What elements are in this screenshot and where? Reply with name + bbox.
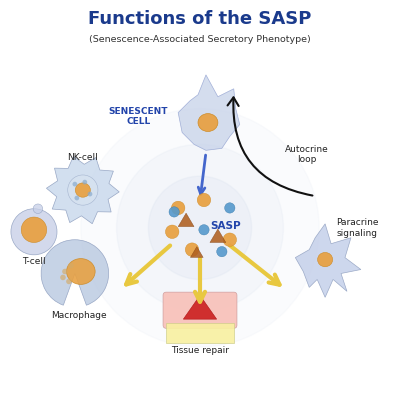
Circle shape (217, 246, 227, 257)
Polygon shape (183, 295, 217, 319)
Ellipse shape (75, 183, 90, 197)
Text: T-cell: T-cell (22, 257, 46, 266)
Text: Tissue repair: Tissue repair (171, 346, 229, 356)
Polygon shape (190, 247, 203, 258)
Circle shape (21, 217, 47, 242)
FancyBboxPatch shape (163, 292, 237, 328)
Circle shape (68, 263, 74, 268)
Circle shape (11, 209, 57, 255)
Circle shape (62, 269, 68, 274)
Text: SENESCENT
CELL: SENESCENT CELL (109, 107, 168, 126)
Circle shape (169, 207, 179, 217)
Circle shape (171, 201, 185, 215)
Ellipse shape (66, 258, 95, 284)
Ellipse shape (318, 252, 333, 267)
Text: NK-cell: NK-cell (68, 153, 98, 162)
Ellipse shape (198, 114, 218, 132)
Text: (Senescence-Associated Secretory Phenotype): (Senescence-Associated Secretory Phenoty… (89, 35, 311, 44)
Circle shape (68, 175, 98, 205)
Polygon shape (178, 75, 240, 150)
Polygon shape (46, 156, 119, 224)
Circle shape (225, 203, 235, 213)
Circle shape (81, 109, 319, 347)
Wedge shape (41, 240, 109, 305)
Circle shape (33, 204, 43, 214)
Circle shape (88, 192, 92, 196)
Polygon shape (295, 224, 361, 297)
Circle shape (116, 144, 284, 311)
Circle shape (223, 233, 236, 246)
Circle shape (60, 275, 66, 280)
Polygon shape (178, 213, 194, 227)
Circle shape (199, 225, 209, 235)
FancyBboxPatch shape (166, 323, 234, 343)
Text: SASP: SASP (210, 221, 240, 231)
Text: Autocrine
loop: Autocrine loop (285, 145, 329, 164)
Circle shape (197, 193, 211, 207)
Circle shape (148, 176, 252, 280)
Circle shape (74, 196, 79, 200)
FancyArrowPatch shape (228, 97, 312, 196)
Circle shape (166, 225, 179, 238)
Circle shape (66, 279, 72, 284)
Text: Paracrine
signaling: Paracrine signaling (336, 218, 378, 238)
Circle shape (72, 182, 77, 186)
Circle shape (185, 243, 199, 256)
Polygon shape (210, 229, 226, 242)
Circle shape (82, 180, 87, 184)
Text: Macrophage: Macrophage (51, 311, 107, 320)
Text: Functions of the SASP: Functions of the SASP (88, 10, 312, 28)
